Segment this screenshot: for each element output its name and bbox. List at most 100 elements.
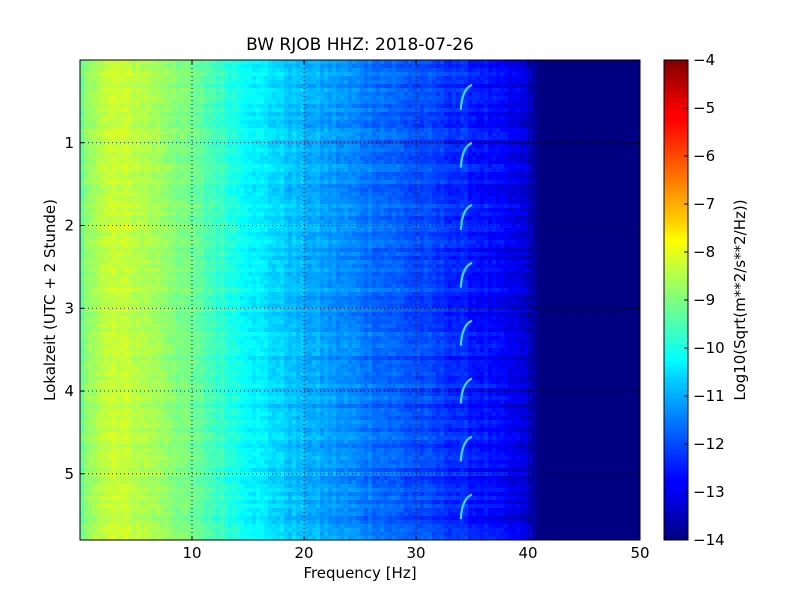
spectrogram-cell xyxy=(244,200,249,205)
spectrogram-cell xyxy=(112,180,117,185)
spectrogram-cell xyxy=(256,160,261,165)
spectrogram-cell xyxy=(200,180,205,185)
spectrogram-cell xyxy=(308,112,313,117)
spectrogram-cell xyxy=(228,100,233,105)
spectrogram-cell xyxy=(508,196,513,201)
spectrogram-cell xyxy=(308,120,313,125)
spectrogram-cell xyxy=(536,136,541,141)
spectrogram-cell xyxy=(212,116,217,121)
spectrogram-row xyxy=(80,76,641,81)
spectrogram-cell xyxy=(180,96,185,101)
spectrogram-cell xyxy=(600,188,605,193)
spectrogram-cell xyxy=(168,104,173,109)
spectrogram-cell xyxy=(492,148,497,153)
spectrogram-cell xyxy=(204,156,209,161)
spectrogram-cell xyxy=(332,104,337,109)
spectrogram-cell xyxy=(512,148,517,153)
spectrogram-cell xyxy=(96,184,101,189)
spectrogram-cell xyxy=(536,140,541,145)
spectrogram-cell xyxy=(184,152,189,157)
spectrogram-cell xyxy=(608,152,613,157)
spectrogram-cell xyxy=(220,164,225,169)
spectrogram-cell xyxy=(608,156,613,161)
spectrogram-cell xyxy=(360,144,365,149)
spectrogram-cell xyxy=(352,100,357,105)
spectrogram-cell xyxy=(500,172,505,177)
spectrogram-cell xyxy=(112,76,117,81)
spectrogram-cell xyxy=(256,144,261,149)
spectrogram-cell xyxy=(476,112,481,117)
spectrogram-cell xyxy=(364,144,369,149)
spectrogram-cell xyxy=(168,108,173,113)
spectrogram-cell xyxy=(432,120,437,125)
spectrogram-cell xyxy=(268,76,273,81)
spectrogram-cell xyxy=(236,72,241,77)
spectrogram-cell xyxy=(540,172,545,177)
spectrogram-cell xyxy=(120,88,125,93)
spectrogram-cell xyxy=(512,172,517,177)
spectrogram-cell xyxy=(268,80,273,85)
spectrogram-cell xyxy=(144,128,149,133)
spectrogram-cell xyxy=(204,160,209,165)
spectrogram-cell xyxy=(596,112,601,117)
spectrogram-cell xyxy=(132,192,137,197)
spectrogram-cell xyxy=(436,76,441,81)
spectrogram-cell xyxy=(436,160,441,165)
spectrogram-cell xyxy=(132,172,137,177)
spectrogram-cell xyxy=(360,84,365,89)
spectrogram-cell xyxy=(152,80,157,85)
spectrogram-cell xyxy=(504,176,509,181)
spectrogram-cell xyxy=(324,88,329,93)
spectrogram-cell xyxy=(260,148,265,153)
spectrogram-cell xyxy=(172,80,177,85)
spectrogram-cell xyxy=(472,128,477,133)
spectrogram-cell xyxy=(316,152,321,157)
spectrogram-cell xyxy=(184,124,189,129)
spectrogram-cell xyxy=(292,144,297,149)
spectrogram-cell xyxy=(240,84,245,89)
spectrogram-cell xyxy=(88,76,93,81)
spectrogram-cell xyxy=(152,188,157,193)
spectrogram-cell xyxy=(180,72,185,77)
spectrogram-cell xyxy=(224,72,229,77)
spectrogram-cell xyxy=(120,180,125,185)
spectrogram-cell xyxy=(440,184,445,189)
spectrogram-cell xyxy=(320,120,325,125)
spectrogram-cell xyxy=(172,164,177,169)
spectrogram-cell xyxy=(472,104,477,109)
spectrogram-cell xyxy=(136,80,141,85)
spectrogram-cell xyxy=(572,168,577,173)
spectrogram-cell xyxy=(308,188,313,193)
spectrogram-cell xyxy=(316,188,321,193)
spectrogram-cell xyxy=(364,168,369,173)
spectrogram-cell xyxy=(96,76,101,81)
spectrogram-cell xyxy=(328,168,333,173)
spectrogram-cell xyxy=(584,128,589,133)
spectrogram-cell xyxy=(588,148,593,153)
spectrogram-cell xyxy=(388,60,393,65)
spectrogram-cell xyxy=(304,136,309,141)
spectrogram-cell xyxy=(104,136,109,141)
spectrogram-cell xyxy=(404,96,409,101)
spectrogram-cell xyxy=(616,132,621,137)
spectrogram-cell xyxy=(520,84,525,89)
spectrogram-cell xyxy=(540,188,545,193)
spectrogram-cell xyxy=(488,128,493,133)
spectrogram-cell xyxy=(236,128,241,133)
spectrogram-cell xyxy=(136,108,141,113)
spectrogram-cell xyxy=(628,168,633,173)
spectrogram-cell xyxy=(420,96,425,101)
spectrogram-cell xyxy=(292,92,297,97)
spectrogram-cell xyxy=(440,152,445,157)
spectrogram-cell xyxy=(100,72,105,77)
spectrogram-cell xyxy=(228,80,233,85)
spectrogram-cell xyxy=(376,152,381,157)
spectrogram-cell xyxy=(628,164,633,169)
spectrogram-cell xyxy=(356,88,361,93)
spectrogram-cell xyxy=(112,200,117,205)
spectrogram-cell xyxy=(176,88,181,93)
spectrogram-cell xyxy=(304,128,309,133)
spectrogram-cell xyxy=(228,196,233,201)
spectrogram-cell xyxy=(584,132,589,137)
spectrogram-cell xyxy=(560,136,565,141)
